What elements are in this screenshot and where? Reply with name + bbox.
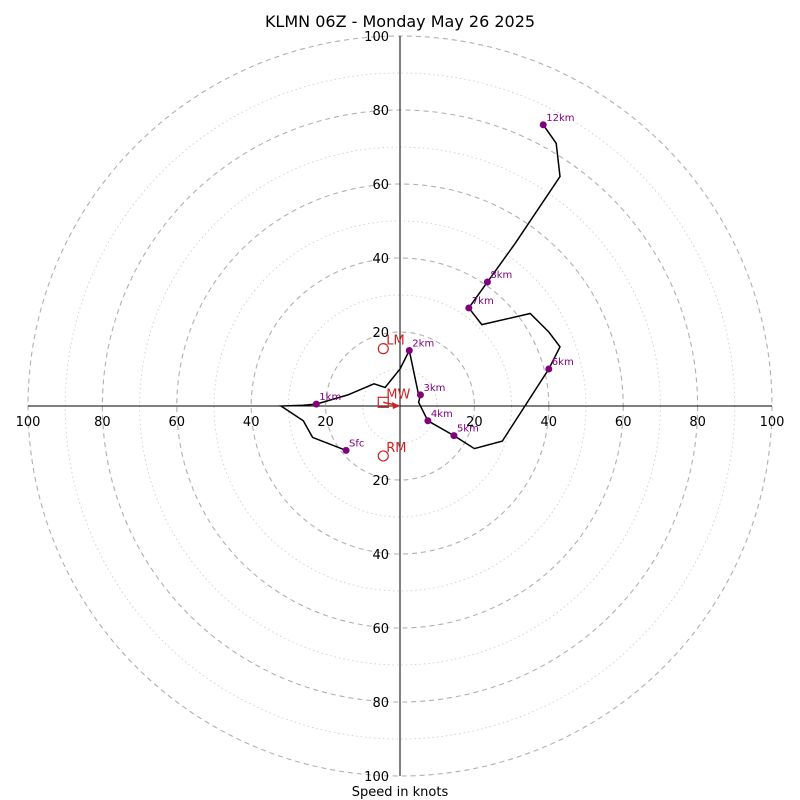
x-tick-label: 20: [466, 415, 483, 430]
x-tick-label: 20: [317, 415, 334, 430]
y-tick-label: 20: [372, 474, 389, 489]
height-marker-point: [545, 365, 553, 373]
height-marker-label: 2km: [412, 339, 434, 350]
height-marker-label: 12km: [546, 113, 574, 124]
height-marker-point: [483, 278, 491, 286]
x-tick-label: 40: [243, 415, 260, 430]
x-tick-label: 100: [760, 415, 785, 430]
height-marker-label: 8km: [490, 270, 512, 281]
x-tick-label: 80: [689, 415, 706, 430]
x-tick-label: 40: [541, 415, 558, 430]
height-marker-point: [465, 304, 473, 312]
x-tick-label: 80: [94, 415, 111, 430]
y-tick-label: 80: [372, 104, 389, 119]
storm-motion-label: RM: [386, 441, 406, 456]
y-tick-label: 20: [372, 326, 389, 341]
height-marker-label: 5km: [457, 424, 479, 435]
height-marker-label: 6km: [552, 357, 574, 368]
x-tick-label: 100: [16, 415, 41, 430]
y-tick-label: 100: [364, 770, 389, 785]
height-marker-point: [342, 446, 350, 454]
mean-wind-arrowhead: [392, 402, 400, 409]
storm-motion-label: LM: [386, 334, 404, 349]
height-marker-label: 4km: [431, 409, 453, 420]
height-marker-point: [424, 417, 432, 425]
x-tick-label: 60: [169, 415, 186, 430]
height-marker-point: [450, 432, 458, 440]
storm-motion-marker: [377, 343, 389, 355]
chart-title: KLMN 06Z - Monday May 26 2025: [265, 12, 535, 31]
storm-motion-markers: LM MW RM: [377, 334, 410, 462]
storm-motion-label: MW: [386, 387, 410, 402]
height-markers: Sfc 1km 2km 3km 4km 5km 6km 7km 8km 12km: [312, 113, 574, 454]
height-marker-label: 3km: [423, 383, 445, 394]
x-tick-label: 60: [615, 415, 632, 430]
height-marker-point: [405, 347, 413, 354]
y-tick-label: 80: [372, 696, 389, 711]
y-tick-label: 40: [372, 252, 389, 267]
y-tick-label: 60: [372, 178, 389, 193]
mean-wind-marker: [377, 396, 389, 408]
tick-labels: 100 80 60 40 20 20 40 60 80 100 20 20 40 40 60 60 80 80 10…: [16, 30, 785, 785]
height-marker-label: 7km: [472, 296, 494, 307]
height-marker-label: Sfc: [349, 438, 364, 449]
y-tick-label: 40: [372, 548, 389, 563]
y-tick-label: 100: [364, 30, 389, 45]
height-marker-point: [416, 391, 424, 399]
y-tick-label: 60: [372, 622, 389, 637]
x-axis-label: Speed in knots: [352, 785, 449, 800]
height-marker-point: [539, 121, 547, 129]
storm-motion-marker: [377, 450, 389, 462]
height-marker-point: [312, 400, 320, 408]
height-marker-label: 1km: [319, 392, 341, 403]
